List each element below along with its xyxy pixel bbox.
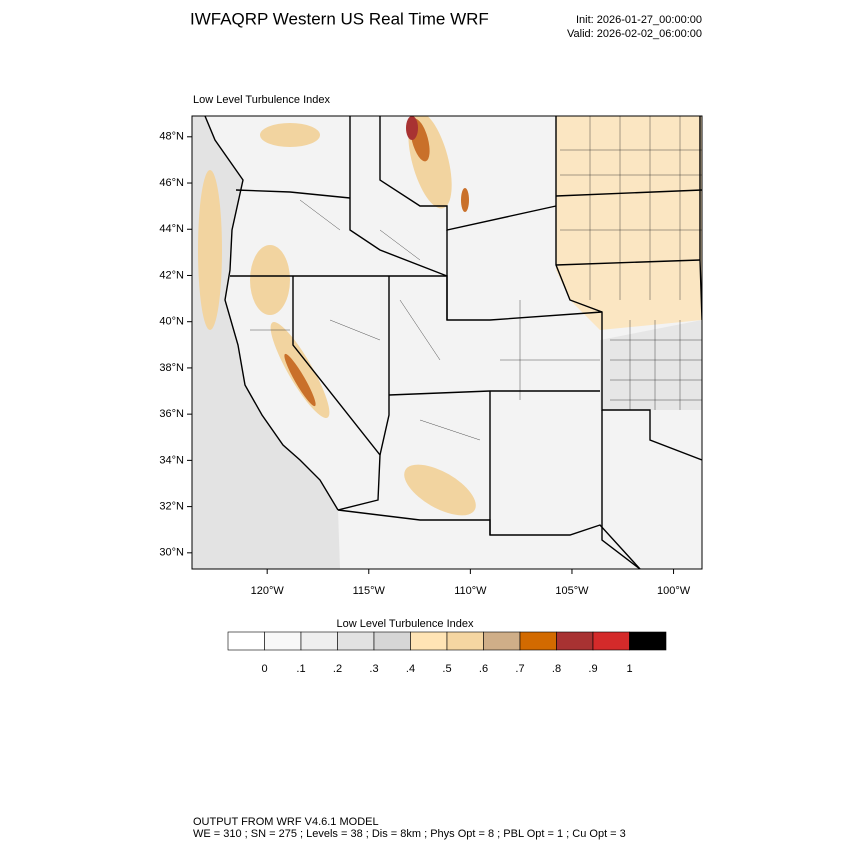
y-tick-label: 48°N (159, 131, 184, 143)
map-frame (191, 115, 703, 570)
y-tick-label: 30°N (159, 547, 184, 559)
x-tick-label: 105°W (555, 585, 589, 597)
state-borders (204, 116, 702, 569)
colorbar-title: Low Level Turbulence Index (337, 618, 474, 630)
colorbar-box (227, 631, 265, 651)
y-tick-label: 36°N (159, 408, 184, 420)
x-tick-label: 110°W (454, 585, 487, 597)
colorbar-box (483, 631, 521, 651)
colorbar-box (373, 631, 411, 651)
colorbar-label: .7 (515, 663, 524, 675)
y-tick-label: 40°N (159, 316, 184, 328)
y-tick-label: 38°N (159, 362, 184, 374)
plains-shade (600, 320, 702, 410)
y-tick-label: 46°N (159, 177, 184, 189)
footer-line: WE = 310 ; SN = 275 ; Levels = 38 ; Dis … (193, 828, 626, 840)
colorbar-label: .9 (588, 663, 597, 675)
colorbar-box (300, 631, 338, 651)
colorbar-box (410, 631, 448, 651)
ocean (192, 116, 340, 569)
y-tick-label: 42°N (159, 269, 184, 281)
turbulence-peak (406, 116, 418, 140)
colorbar-label: 0 (261, 663, 267, 675)
colorbar-label: 1 (626, 663, 632, 675)
colorbar-box (592, 631, 630, 651)
x-tick-label: 100°W (657, 585, 691, 597)
colorbar-box (264, 631, 302, 651)
colorbar-label: .6 (479, 663, 488, 675)
map-subtitle: Low Level Turbulence Index (193, 94, 330, 106)
y-tick-label: 32°N (159, 501, 184, 513)
colorbar-box (519, 631, 557, 651)
x-tick-label: 115°W (353, 585, 386, 597)
county-lines (250, 116, 702, 441)
colorbar-label: .5 (442, 663, 451, 675)
colorbar-box (629, 631, 667, 651)
colorbar-label: .8 (552, 663, 561, 675)
init-time: Init: 2026-01-27_00:00:00 (576, 14, 702, 26)
colorbar-label: .3 (369, 663, 378, 675)
colorbar-label: .2 (333, 663, 342, 675)
footer-line: OUTPUT FROM WRF V4.6.1 MODEL (193, 816, 379, 828)
x-tick-label: 120°W (251, 585, 285, 597)
colorbar-box (337, 631, 375, 651)
y-tick-label: 44°N (159, 223, 184, 235)
map (192, 116, 702, 569)
plains-orange (556, 116, 702, 330)
colorbar-label: .1 (296, 663, 305, 675)
colorbar-label: .4 (406, 663, 415, 675)
y-tick-label: 34°N (159, 454, 184, 466)
colorbar-box (446, 631, 484, 651)
valid-time: Valid: 2026-02-02_06:00:00 (567, 28, 702, 40)
title: IWFAQRP Western US Real Time WRF (190, 9, 489, 28)
colorbar-box (556, 631, 594, 651)
